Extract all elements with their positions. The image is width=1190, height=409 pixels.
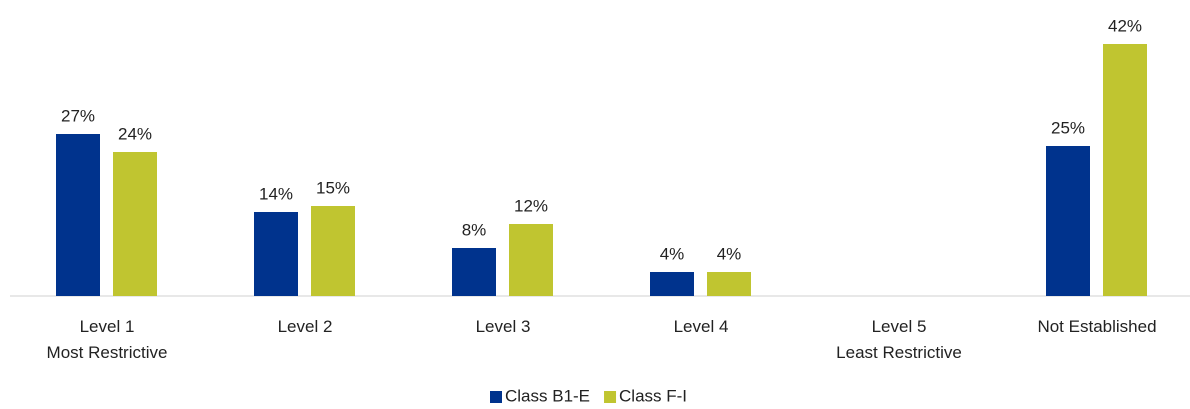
x-tick-label: Not Established bbox=[1037, 317, 1157, 336]
data-label: 42% bbox=[1108, 16, 1142, 35]
x-tick-label: Level 1 Most Restrictive bbox=[46, 317, 168, 362]
data-label: 15% bbox=[316, 178, 350, 197]
data-label: 4% bbox=[717, 244, 742, 263]
data-label: 4% bbox=[660, 244, 685, 263]
bar bbox=[254, 212, 298, 296]
bar bbox=[452, 248, 496, 296]
bar bbox=[56, 134, 100, 296]
x-tick-label: Level 3 bbox=[475, 317, 531, 336]
bar bbox=[1103, 44, 1147, 296]
data-label: 12% bbox=[514, 196, 548, 215]
bar bbox=[509, 224, 553, 296]
data-label: 14% bbox=[259, 184, 293, 203]
data-label: 25% bbox=[1051, 118, 1085, 137]
bar bbox=[1046, 146, 1090, 296]
data-label: 8% bbox=[462, 220, 487, 239]
legend-swatch bbox=[604, 391, 617, 403]
x-tick-label: Level 5 Least Restrictive bbox=[836, 317, 962, 362]
bar bbox=[650, 272, 694, 296]
data-label: 24% bbox=[118, 124, 152, 143]
x-tick-label: Level 2 bbox=[277, 317, 333, 336]
bar bbox=[113, 152, 157, 296]
legend-swatch bbox=[490, 391, 502, 403]
data-label: 27% bbox=[61, 106, 95, 125]
x-tick-label: Level 4 bbox=[673, 317, 729, 336]
legend-label: Class B1-E bbox=[505, 386, 590, 405]
legend-label: Class F-I bbox=[619, 386, 687, 405]
bar bbox=[707, 272, 751, 296]
bar bbox=[311, 206, 355, 296]
